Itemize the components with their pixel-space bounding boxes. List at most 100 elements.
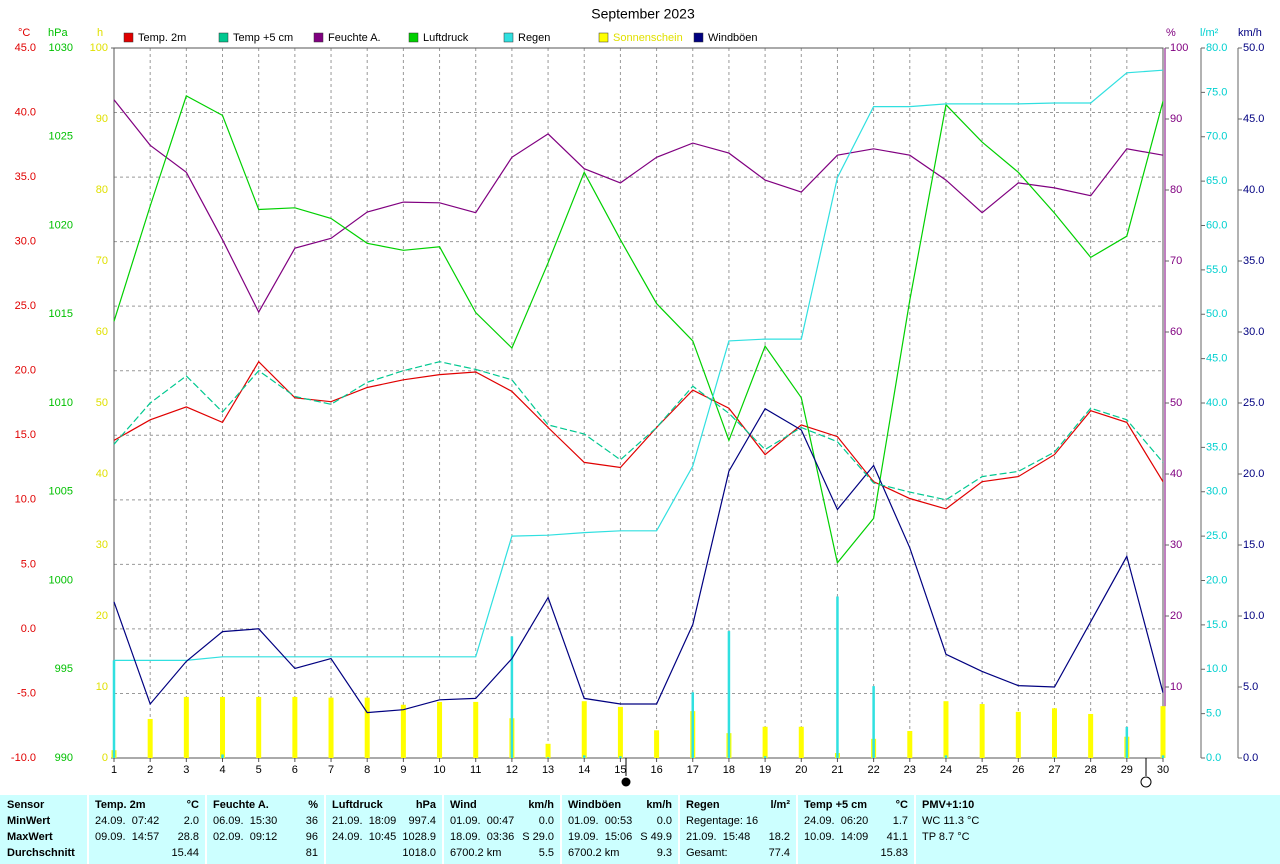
y-tick-label: 1005 bbox=[49, 486, 73, 498]
bar bbox=[943, 701, 949, 758]
bar bbox=[798, 726, 804, 758]
y-tick-label: 0.0 bbox=[1243, 752, 1258, 764]
table-cell: % bbox=[308, 799, 318, 811]
axis-unit-label: l/m² bbox=[1200, 27, 1219, 39]
x-tick-label: 26 bbox=[1012, 764, 1024, 776]
y-tick-label: 40.0 bbox=[1206, 397, 1227, 409]
bar bbox=[220, 696, 226, 758]
bar bbox=[510, 636, 514, 758]
y-tick-label: 25.0 bbox=[15, 300, 36, 312]
x-tick-label: 4 bbox=[219, 764, 225, 776]
y-tick-label: 75.0 bbox=[1206, 86, 1227, 98]
y-tick-label: 5.0 bbox=[21, 558, 36, 570]
axis-unit-label: % bbox=[1166, 27, 1176, 39]
table-cell: 10.09. 14:09 bbox=[804, 831, 868, 843]
y-tick-label: 10.0 bbox=[1206, 663, 1227, 675]
legend-swatch bbox=[218, 32, 229, 43]
table-cell: 36 bbox=[306, 815, 318, 827]
y-tick-label: 995 bbox=[55, 663, 73, 675]
bar bbox=[292, 696, 298, 758]
y-tick-label: 90 bbox=[1170, 113, 1182, 125]
table-cell: WC 11.3 °C bbox=[922, 815, 979, 827]
y-tick-label: 30.0 bbox=[15, 236, 36, 248]
bar bbox=[1161, 755, 1165, 758]
bar bbox=[1051, 708, 1057, 758]
y-tick-label: 80 bbox=[96, 184, 108, 196]
y-tick-label: 30.0 bbox=[1243, 326, 1264, 338]
legend-swatch bbox=[408, 32, 419, 43]
legend-swatch bbox=[123, 32, 134, 43]
y-tick-label: 25.0 bbox=[1243, 397, 1264, 409]
axis-unit-label: h bbox=[97, 27, 103, 39]
y-tick-label: 70 bbox=[96, 255, 108, 267]
legend-swatch bbox=[693, 32, 704, 43]
bar bbox=[1125, 726, 1129, 758]
bar bbox=[545, 743, 551, 758]
bar bbox=[581, 701, 587, 758]
y-tick-label: 1015 bbox=[49, 308, 73, 320]
table-cell: km/h bbox=[646, 799, 672, 811]
table-cell: 24.09. 06:20 bbox=[804, 815, 868, 827]
bar bbox=[328, 697, 334, 758]
table-cell: Durchschnitt bbox=[7, 847, 75, 859]
y-tick-label: 35.0 bbox=[1243, 255, 1264, 267]
y-tick-label: 25.0 bbox=[1206, 530, 1227, 542]
table-cell: 28.8 bbox=[178, 831, 199, 843]
table-cell: km/h bbox=[528, 799, 554, 811]
y-tick-label: 100 bbox=[1170, 42, 1188, 54]
axis-unit-label: °C bbox=[18, 27, 30, 39]
table-cell: 5.5 bbox=[539, 847, 554, 859]
y-tick-label: 30 bbox=[1170, 539, 1182, 551]
x-tick-label: 27 bbox=[1048, 764, 1060, 776]
axis-unit-label: hPa bbox=[48, 27, 68, 39]
table-cell: 21.09. 18:09 bbox=[332, 815, 396, 827]
y-tick-label: 10 bbox=[96, 681, 108, 693]
table-cell: 2.0 bbox=[184, 815, 199, 827]
y-tick-label: 15.0 bbox=[1206, 619, 1227, 631]
bar bbox=[1160, 706, 1166, 758]
bar bbox=[763, 756, 767, 758]
table-cell: 6700.2 km bbox=[568, 847, 619, 859]
y-tick-label: 20.0 bbox=[1206, 574, 1227, 586]
y-tick-label: 80 bbox=[1170, 184, 1182, 196]
x-tick-label: 10 bbox=[433, 764, 445, 776]
x-tick-label: 3 bbox=[183, 764, 189, 776]
table-cell: 1.7 bbox=[893, 815, 908, 827]
x-tick-label: 17 bbox=[687, 764, 699, 776]
table-cell: 24.09. 10:45 bbox=[332, 831, 396, 843]
table-cell: 81 bbox=[306, 847, 318, 859]
y-tick-label: 50.0 bbox=[1243, 42, 1264, 54]
y-tick-label: 40 bbox=[1170, 468, 1182, 480]
table-cell: Temp. 2m bbox=[95, 799, 146, 811]
bar bbox=[836, 596, 839, 758]
table-cell: 77.4 bbox=[769, 847, 790, 859]
table-cell: °C bbox=[896, 799, 908, 811]
bar bbox=[582, 755, 586, 758]
legend-label: Luftdruck bbox=[423, 32, 469, 44]
x-tick-label: 18 bbox=[723, 764, 735, 776]
y-tick-label: 5.0 bbox=[1206, 708, 1221, 720]
series-line bbox=[114, 69, 1164, 661]
y-tick-label: 1020 bbox=[49, 219, 73, 231]
x-tick-label: 21 bbox=[831, 764, 843, 776]
table-cell: 41.1 bbox=[887, 831, 908, 843]
x-tick-label: 29 bbox=[1121, 764, 1133, 776]
y-tick-label: 100 bbox=[90, 42, 108, 54]
series-line bbox=[113, 407, 1164, 714]
x-tick-label: 8 bbox=[364, 764, 370, 776]
y-tick-label: 60 bbox=[96, 326, 108, 338]
y-tick-label: 30.0 bbox=[1206, 486, 1227, 498]
table-cell: 1028.9 bbox=[402, 831, 436, 843]
y-tick-label: 1010 bbox=[49, 397, 73, 409]
y-tick-label: 40 bbox=[96, 468, 108, 480]
x-tick-label: 28 bbox=[1085, 764, 1097, 776]
y-tick-label: 50 bbox=[96, 397, 108, 409]
x-tick-label: 12 bbox=[506, 764, 518, 776]
bar bbox=[762, 726, 768, 758]
series-line bbox=[113, 361, 1164, 501]
table-cell: 18.09. 03:36 bbox=[450, 831, 514, 843]
y-tick-label: 990 bbox=[55, 752, 73, 764]
legend-label: Regen bbox=[518, 32, 550, 44]
bar bbox=[1053, 757, 1056, 758]
